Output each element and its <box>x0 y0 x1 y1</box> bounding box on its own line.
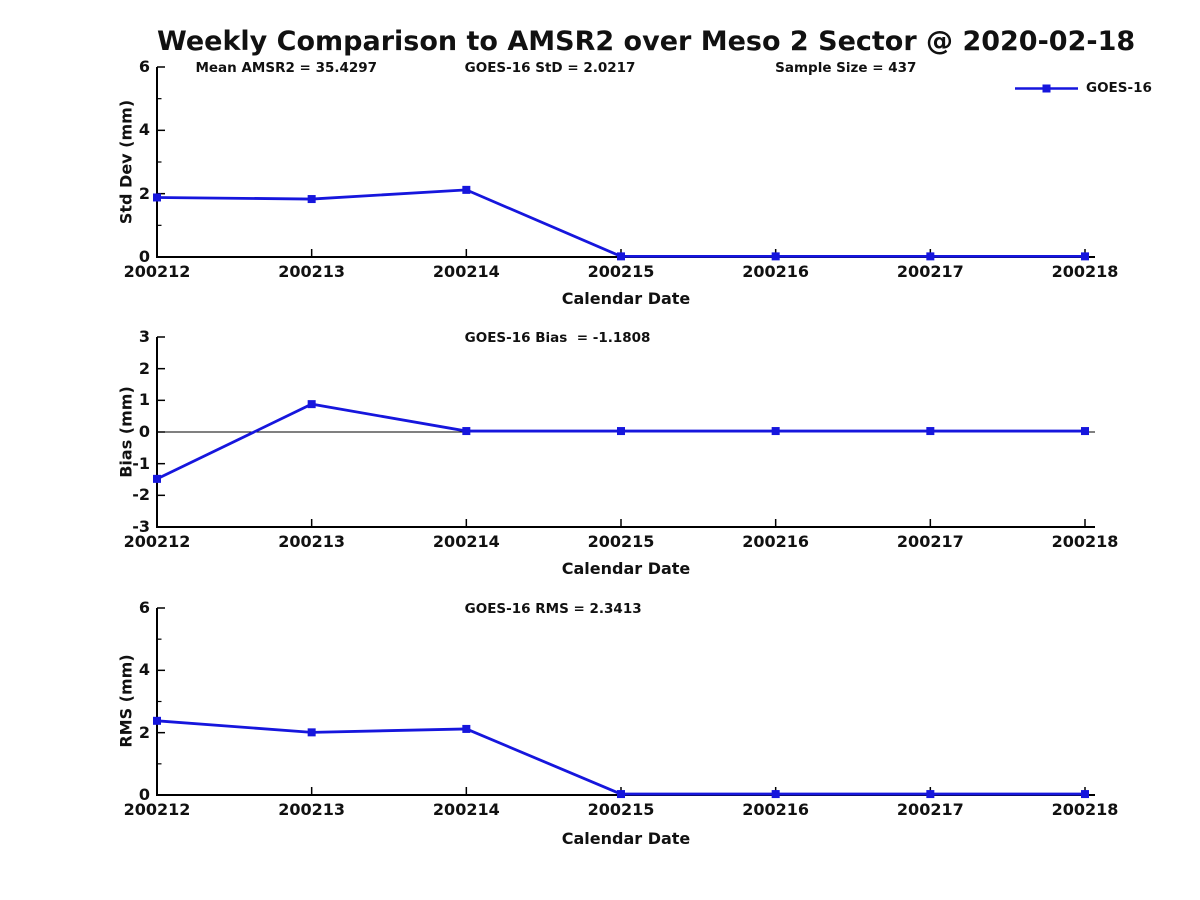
x-tick-label: 200216 <box>742 262 810 281</box>
figure-title: Weekly Comparison to AMSR2 over Meso 2 S… <box>157 26 1136 57</box>
x-tick-label: 200217 <box>896 800 964 819</box>
x-tick-label: 200217 <box>896 262 964 281</box>
y-tick-label: 2 <box>138 358 150 378</box>
x-tick-label: 200214 <box>432 532 500 551</box>
rms-plot-area <box>153 607 1095 799</box>
rms-x-axis-label: Calendar Date <box>561 829 691 848</box>
y-tick-label: -3 <box>132 517 150 536</box>
x-tick-label: 200214 <box>432 800 500 819</box>
stat-annotation: Mean AMSR2 = 35.4297 <box>195 60 378 76</box>
legend: GOES-16 <box>1015 80 1152 96</box>
stat-annotation: GOES-16 StD = 2.0217 <box>464 60 636 76</box>
y-tick-label: 6 <box>138 57 150 76</box>
x-tick-label: 200215 <box>587 262 655 281</box>
y-tick-label: 4 <box>138 120 150 140</box>
stat-annotation: GOES-16 Bias = -1.1808 <box>464 330 651 346</box>
x-tick-label: 200212 <box>123 800 191 819</box>
y-tick-label: 0 <box>138 422 150 441</box>
y-tick-label: 0 <box>138 785 150 804</box>
bias-plot-area <box>153 336 1095 528</box>
y-tick-label: 2 <box>138 183 150 203</box>
x-tick-label: 200215 <box>587 800 655 819</box>
x-tick-label: 200213 <box>278 262 346 281</box>
x-tick-label: 200213 <box>278 800 346 819</box>
x-tick-label: 200216 <box>742 800 810 819</box>
std-dev-y-axis-label: Std Dev (mm) <box>116 99 136 225</box>
std-dev-plot-area <box>153 66 1095 261</box>
x-tick-label: 200218 <box>1051 800 1119 819</box>
y-tick-label: -1 <box>132 453 150 473</box>
stat-annotation: Sample Size = 437 <box>775 60 917 76</box>
y-tick-label: 6 <box>138 598 150 617</box>
stat-annotation: GOES-16 RMS = 2.3413 <box>464 601 642 617</box>
x-tick-label: 200213 <box>278 532 346 551</box>
x-tick-label: 200217 <box>896 532 964 551</box>
x-tick-label: 200212 <box>123 532 191 551</box>
x-tick-label: 200218 <box>1051 262 1119 281</box>
x-tick-label: 200212 <box>123 262 191 281</box>
y-tick-label: 0 <box>138 247 150 266</box>
x-tick-label: 200216 <box>742 532 810 551</box>
x-tick-label: 200214 <box>432 262 500 281</box>
y-tick-label: 3 <box>138 327 150 346</box>
x-tick-label: 200215 <box>587 532 655 551</box>
y-tick-label: -2 <box>132 485 150 505</box>
std-dev-x-axis-label: Calendar Date <box>561 289 691 308</box>
legend-series-label: GOES-16 <box>1086 80 1152 96</box>
y-tick-label: 1 <box>138 390 150 410</box>
bias-x-axis-label: Calendar Date <box>561 559 691 578</box>
legend-line-marker-icon <box>1015 84 1078 92</box>
y-tick-label: 4 <box>138 660 150 680</box>
y-tick-label: 2 <box>138 722 150 742</box>
x-tick-label: 200218 <box>1051 532 1119 551</box>
